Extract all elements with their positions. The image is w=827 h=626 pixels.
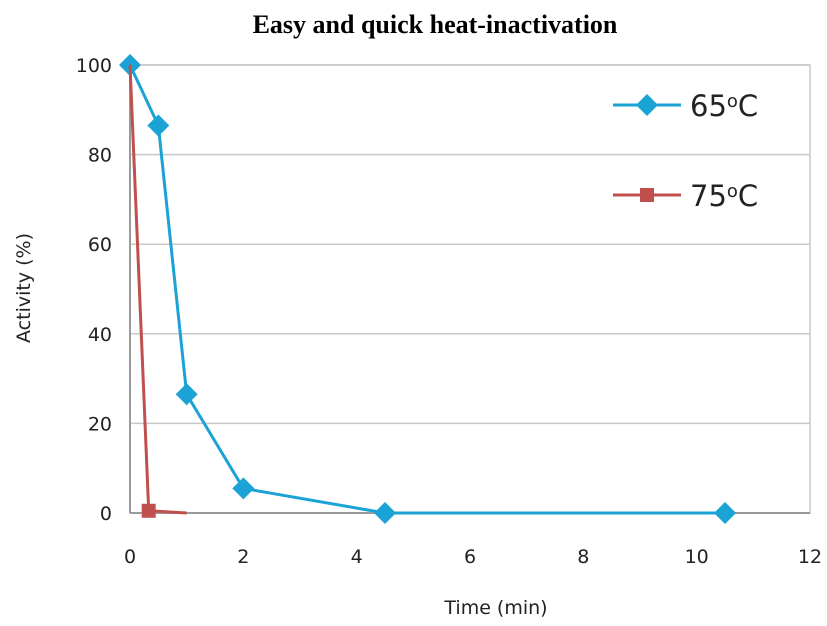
chart-title: Easy and quick heat-inactivation: [252, 10, 618, 39]
x-tick-label: 0: [124, 546, 136, 568]
x-tick-label: 8: [577, 546, 589, 568]
legend-item: 75oC: [613, 179, 758, 213]
legend-label: 65oC: [690, 89, 758, 123]
data-point: [232, 477, 255, 500]
series-layer: [119, 54, 736, 524]
axes-layer: 0 20 40 60 80 100 0 2 4 6 8 10 12: [76, 55, 822, 568]
series-1: [128, 64, 187, 518]
x-tick-label: 12: [798, 546, 822, 568]
x-axis-label: Time (min): [443, 597, 547, 619]
grid-layer: [129, 64, 811, 514]
series-line: [128, 64, 725, 515]
legend-marker: [636, 94, 658, 116]
x-tick-label: 2: [237, 546, 249, 568]
x-tick-label: 6: [464, 546, 476, 568]
y-tick-label: 0: [100, 503, 112, 525]
data-point: [374, 502, 396, 524]
legend: 65oC 75oC: [613, 89, 758, 213]
x-tick-label: 10: [685, 546, 709, 568]
data-point: [175, 383, 198, 406]
y-tick-label: 80: [88, 145, 112, 167]
y-tick-label: 20: [88, 413, 112, 435]
plot-frame: [129, 64, 811, 514]
y-axis-label: Activity (%): [13, 233, 35, 343]
data-point: [147, 114, 170, 137]
series-0: [119, 54, 736, 524]
y-tick-label: 100: [76, 55, 112, 77]
y-tick-label: 60: [88, 234, 112, 256]
data-point: [141, 503, 156, 518]
x-tick-label: 4: [351, 546, 363, 568]
legend-marker: [640, 188, 654, 202]
y-tick-label: 40: [88, 324, 112, 346]
data-point: [714, 502, 736, 524]
legend-label: 75oC: [690, 179, 758, 213]
legend-item: 65oC: [613, 89, 758, 123]
